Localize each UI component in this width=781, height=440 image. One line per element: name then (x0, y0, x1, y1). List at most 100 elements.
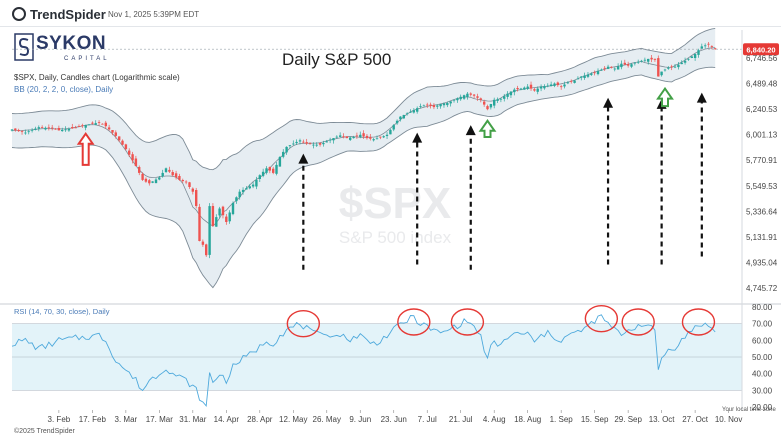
candle (97, 120, 101, 126)
candle-body (107, 127, 111, 130)
candle (138, 165, 141, 176)
candle (332, 138, 335, 144)
green-up-arrow (656, 86, 674, 108)
candle-body (332, 138, 335, 141)
price-tick-label: 6,489.48 (746, 80, 778, 89)
candle (84, 124, 87, 131)
candle-body (349, 137, 352, 140)
candle-body (613, 68, 616, 70)
candle (489, 103, 493, 110)
candle (536, 86, 539, 95)
candle (14, 128, 17, 132)
bollinger-legend: BB (20, 2, 2, 0, close), Daily (14, 85, 114, 94)
candle-body (335, 136, 338, 138)
candle (667, 66, 670, 70)
candle-body (148, 180, 151, 184)
candle-body (91, 122, 94, 124)
candle (195, 187, 198, 209)
candle-body (184, 181, 188, 183)
bollinger-lower-line (11, 66, 716, 289)
candle-body (101, 123, 104, 125)
price-tick-label: 5,131.91 (746, 233, 778, 242)
candle-body (265, 168, 268, 173)
candle (211, 203, 215, 227)
candle (399, 116, 402, 122)
candle-body (20, 131, 24, 132)
candle-body (432, 105, 436, 108)
candle (171, 169, 174, 177)
candle-body (486, 106, 489, 110)
candle (298, 138, 302, 145)
candle-body (549, 84, 553, 86)
candle-body (128, 150, 131, 155)
candle (402, 114, 405, 119)
candle-body (114, 132, 117, 136)
candle-body (81, 125, 84, 127)
price-tick-label: 5,336.64 (746, 207, 778, 216)
candle-body (513, 89, 516, 93)
candle (184, 180, 188, 185)
sykon-logo-name: SYKON (36, 33, 107, 54)
rsi-tick-label: 30.00 (752, 386, 773, 395)
candle (174, 170, 178, 180)
candle (570, 79, 573, 84)
candle (164, 167, 168, 173)
candle-body (469, 93, 472, 95)
candle-body (533, 89, 536, 91)
candle-body (345, 136, 349, 139)
candle-body (439, 104, 442, 107)
candle-body (405, 113, 409, 115)
candle-body (24, 132, 27, 134)
candle-body (526, 86, 529, 89)
candle-body (389, 129, 392, 135)
candle-body (181, 180, 184, 182)
candle (121, 139, 124, 146)
candle-body (560, 86, 563, 88)
candle-body (603, 67, 606, 69)
rsi-legend: RSI (14, 70, 30, close), Daily (14, 307, 110, 316)
annotations (76, 86, 716, 338)
x-tick-label: 29. Sep (614, 415, 642, 424)
trendspider-logo: TrendSpider (12, 7, 106, 22)
candle-body (493, 99, 496, 106)
candle (416, 106, 419, 114)
candle (680, 60, 683, 65)
candle (288, 145, 292, 149)
candle (272, 166, 275, 175)
candle-body (670, 66, 673, 68)
rsi-tick-label: 50.00 (752, 353, 773, 362)
trendspider-mark-icon (12, 7, 26, 21)
candle (158, 175, 161, 181)
candle-body (472, 94, 476, 96)
candle-body (295, 141, 298, 144)
candle (426, 102, 429, 109)
candle-body (369, 137, 372, 139)
black-up-arrow (603, 97, 614, 265)
candle (339, 132, 342, 138)
candle (118, 136, 121, 142)
candle (392, 124, 395, 132)
candle-body (339, 135, 342, 137)
candle-body (566, 82, 570, 84)
candle (325, 139, 328, 143)
axes: 6,840.206,746.56 6,489.48 6,240.53 6,001.13… (0, 30, 781, 424)
candle (412, 108, 415, 114)
candle-body (680, 62, 683, 65)
candle (459, 94, 462, 101)
candle-body (37, 127, 40, 129)
candle-body (714, 48, 717, 50)
candle-body (134, 158, 138, 166)
candle (546, 83, 549, 88)
candle (315, 142, 318, 147)
price-tick-label: 6,746.56 (746, 54, 778, 63)
candle (526, 84, 529, 90)
candle-body (466, 93, 469, 98)
candle-body (34, 128, 37, 130)
black-up-arrow-head (465, 125, 476, 136)
candle-body (201, 241, 205, 245)
candle (111, 129, 114, 136)
candle-body (215, 217, 218, 227)
candle (101, 123, 104, 125)
rsi-overbought-circle (621, 308, 655, 336)
